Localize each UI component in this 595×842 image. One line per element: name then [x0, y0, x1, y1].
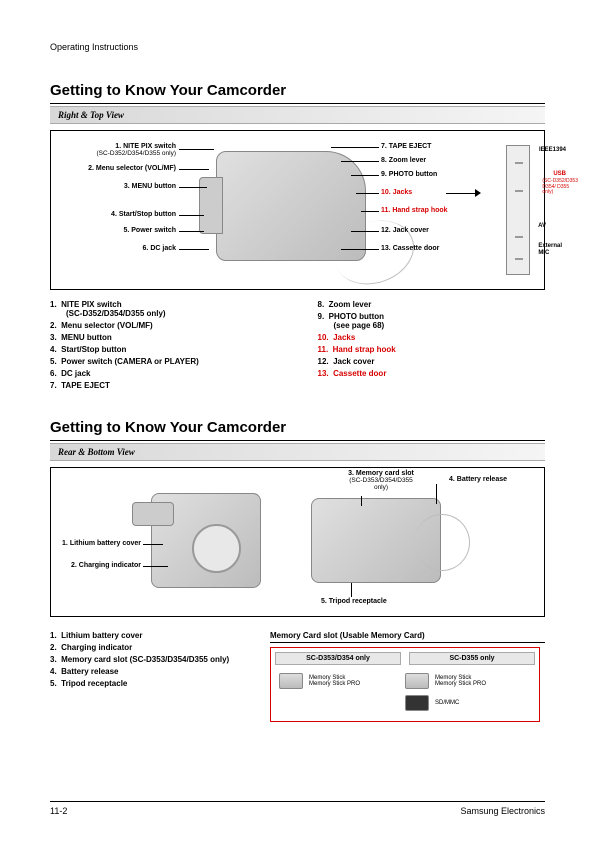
lead-line: [351, 583, 352, 597]
jack-panel-illustration: [506, 145, 530, 275]
lead-line: [179, 169, 209, 170]
callout-1: 1. NITE PIX switch (SC-D352/D354/D355 on…: [61, 143, 176, 157]
callout-2: 2. Menu selector (VOL/MF): [61, 165, 176, 172]
parts-list-1: 1. NITE PIX switch(SC-D352/D354/D355 onl…: [50, 300, 545, 393]
subheader-1: Right & Top View: [50, 106, 545, 124]
diagram-right-top: 1. NITE PIX switch (SC-D352/D354/D355 on…: [50, 130, 545, 290]
lead-line: [341, 161, 379, 162]
camcorder-rear-illustration: [151, 493, 261, 588]
memory-card-title: Memory Card slot (Usable Memory Card): [270, 631, 545, 643]
lead-line: [179, 149, 214, 150]
arrowhead-icon: [475, 189, 481, 197]
lead-line: [179, 215, 204, 216]
callout-8: 8. Zoom lever: [381, 157, 426, 164]
port-label-av: AV: [538, 223, 546, 229]
subheader-2: Rear & Bottom View: [50, 443, 545, 461]
parts-list-2: 1. Lithium battery cover 2. Charging ind…: [50, 631, 250, 722]
callout-b4: 4. Battery release: [449, 476, 507, 483]
lead-line: [143, 544, 163, 545]
callout-7: 7. TAPE EJECT: [381, 143, 431, 150]
callout-b5: 5. Tripod receptacle: [321, 598, 387, 605]
page-number: 11-2: [50, 806, 67, 816]
lead-line: [361, 496, 362, 506]
memory-card-table: SC-D353/D354 only SC-D355 only Memory St…: [270, 647, 540, 722]
company-name: Samsung Electronics: [460, 806, 545, 816]
section-title-2: Getting to Know Your Camcorder: [50, 419, 545, 436]
callout-b3: 3. Memory card slot (SC-D353/D354/D355 o…: [331, 470, 431, 491]
sd-card-icon: SD/MMC: [405, 695, 531, 711]
lead-line: [179, 231, 204, 232]
camcorder-bottom-illustration: [311, 498, 441, 583]
diagram-rear-bottom: 1. Lithium battery cover 2. Charging ind…: [50, 467, 545, 617]
callout-3: 3. MENU button: [61, 183, 176, 190]
callout-12: 12. Jack cover: [381, 227, 429, 234]
arrow-to-ports: [446, 193, 476, 194]
lead-line: [356, 193, 379, 194]
port-label-usb-sub: (SC-D352/D353 D354/ D355 only): [542, 179, 578, 196]
mc-header-2: SC-D355 only: [409, 652, 535, 665]
port-label-ieee1394: IEEE1394: [539, 147, 566, 153]
lead-line: [143, 566, 168, 567]
port-label-mic: External MIC: [538, 243, 562, 256]
callout-b1: 1. Lithium battery cover: [51, 540, 141, 547]
callout-10: 10. Jacks: [381, 189, 412, 196]
lead-line: [361, 211, 379, 212]
port-label-usb: USB: [553, 171, 566, 177]
page-footer: 11-2 Samsung Electronics: [50, 801, 545, 816]
memory-stick-icon: Memory Stick Memory Stick PRO: [405, 673, 531, 689]
callout-13: 13. Cassette door: [381, 245, 439, 252]
lead-line: [179, 187, 207, 188]
callout-5: 5. Power switch: [61, 227, 176, 234]
doc-header: Operating Instructions: [50, 42, 545, 52]
section-title-1: Getting to Know Your Camcorder: [50, 82, 545, 99]
title-rule-1: [50, 103, 545, 104]
callout-b2: 2. Charging indicator: [51, 562, 141, 569]
mc-header-1: SC-D353/D354 only: [275, 652, 401, 665]
callout-9: 9. PHOTO button: [381, 171, 437, 178]
callout-4: 4. Start/Stop button: [61, 211, 176, 218]
lead-line: [341, 249, 379, 250]
lead-line: [436, 484, 437, 504]
callout-6: 6. DC jack: [61, 245, 176, 252]
callout-11: 11. Hand strap hook: [381, 207, 448, 214]
lead-line: [331, 147, 379, 148]
lead-line: [179, 249, 209, 250]
memory-stick-icon: Memory Stick Memory Stick PRO: [279, 673, 405, 689]
camcorder-right-top-illustration: [216, 151, 366, 261]
lead-line: [351, 175, 379, 176]
lead-line: [351, 231, 379, 232]
title-rule-2: [50, 440, 545, 441]
